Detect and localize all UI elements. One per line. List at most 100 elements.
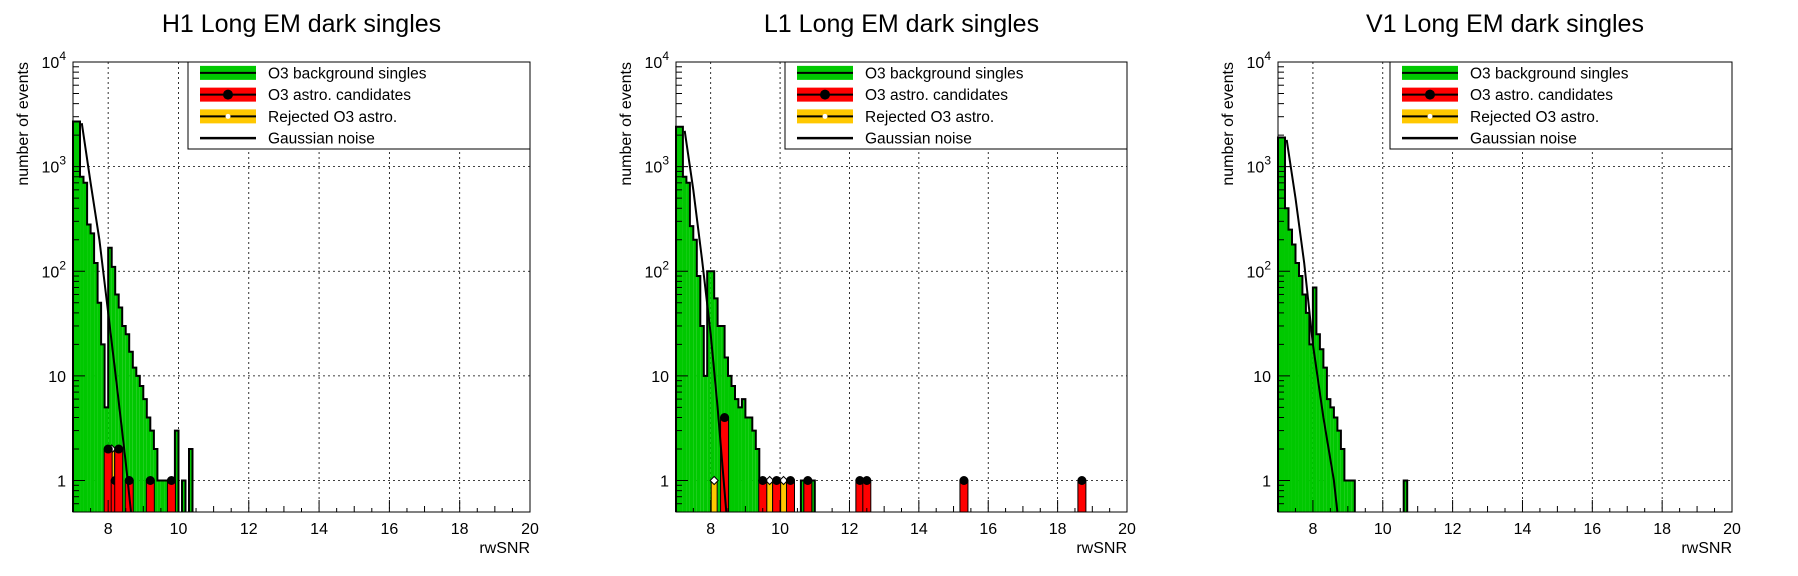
legend-marker-candidates: [1425, 89, 1435, 100]
legend-entry: O3 background singles: [865, 65, 1024, 82]
y-tick-label: 103: [1247, 154, 1272, 177]
background-bin: [714, 298, 718, 512]
y-tick-label: 1: [1262, 474, 1271, 491]
x-tick-label: 20: [521, 521, 539, 538]
background-bin: [1302, 294, 1306, 512]
candidate-bar: [772, 480, 782, 513]
background-bin: [1340, 449, 1345, 512]
rejected-bar: [710, 480, 718, 513]
background-bin: [1305, 312, 1310, 512]
legend-marker-rejected: [822, 113, 828, 119]
background-bin: [111, 266, 116, 512]
x-tick-label: 8: [706, 521, 715, 538]
background-bin: [734, 399, 739, 512]
legend: O3 background singles O3 astro. candidate…: [187, 61, 531, 150]
candidate-marker: [145, 476, 155, 486]
background-bin: [696, 276, 701, 512]
x-tick-label: 12: [240, 521, 258, 538]
candidate-marker: [1077, 476, 1087, 486]
chart-title: L1 Long EM dark singles: [764, 10, 1039, 38]
background-bin: [87, 224, 91, 512]
y-tick-label: 10: [48, 369, 66, 386]
background-bin: [80, 176, 84, 512]
x-tick-label: 14: [910, 521, 928, 538]
background-bin: [686, 182, 690, 512]
background-bin: [1323, 367, 1327, 512]
legend-entry: O3 astro. candidates: [865, 87, 1008, 104]
y-axis-label: number of events: [15, 62, 32, 186]
background-bin: [1347, 480, 1352, 512]
x-tick-label: 14: [1514, 521, 1532, 538]
background-bin: [676, 126, 683, 513]
background-bin: [101, 344, 105, 512]
background-bin: [143, 399, 147, 512]
background-bin: [129, 351, 133, 512]
background-bin: [189, 449, 193, 512]
legend-entry: O3 background singles: [1470, 65, 1629, 82]
background-bin: [710, 271, 715, 512]
candidate-marker: [758, 476, 768, 486]
background-bin: [1333, 417, 1338, 512]
background-bin: [136, 375, 140, 512]
background-bin: [700, 325, 704, 512]
candidate-marker: [862, 476, 872, 486]
background-bin: [738, 407, 742, 512]
background-bin: [174, 430, 179, 512]
x-tick-label: 16: [979, 521, 997, 538]
x-tick-label: 20: [1118, 521, 1136, 538]
y-tick-label: 102: [1247, 258, 1272, 281]
background-bin: [1337, 430, 1341, 512]
candidate-marker: [720, 413, 730, 423]
legend-marker-rejected: [225, 113, 231, 119]
x-tick-label: 20: [1723, 521, 1741, 538]
y-tick-label: 10: [651, 369, 669, 386]
background-bin: [707, 271, 711, 512]
x-tick-label: 18: [1049, 521, 1067, 538]
background-bin: [164, 480, 168, 512]
candidate-bar: [862, 480, 872, 513]
background-bin: [728, 375, 732, 512]
x-tick-label: 18: [1653, 521, 1671, 538]
background-bin: [90, 233, 95, 512]
x-tick-label: 16: [1583, 521, 1601, 538]
candidate-marker: [124, 476, 134, 486]
background-bin: [1316, 334, 1320, 512]
x-tick-label: 12: [841, 521, 859, 538]
x-tick-label: 10: [771, 521, 789, 538]
background-bin: [741, 399, 746, 512]
y-tick-label: 10: [1253, 369, 1271, 386]
gaussian-noise-curve: [683, 130, 728, 513]
background-bin: [181, 480, 186, 512]
x-tick-label: 8: [1308, 521, 1317, 538]
candidate-marker: [103, 444, 113, 454]
background-bin: [745, 417, 749, 512]
background-bin: [811, 480, 815, 512]
x-tick-label: 18: [451, 521, 469, 538]
background-bin: [139, 386, 144, 512]
candidate-bar: [166, 480, 176, 513]
chart-title: H1 Long EM dark singles: [162, 10, 441, 38]
background-bin: [150, 430, 154, 512]
candidate-bar: [145, 480, 155, 513]
x-tick-label: 10: [170, 521, 188, 538]
background-bin: [153, 449, 158, 512]
background-bin: [1288, 229, 1292, 512]
background-bin: [689, 226, 694, 512]
legend-marker-rejected: [1427, 113, 1433, 119]
background-bin: [146, 417, 151, 512]
legend-entry: Rejected O3 astro.: [268, 109, 397, 126]
chart-panel-3: V1 Long EM dark singles 8 10 12 14 16 18 20 1 10 1…: [1220, 10, 1741, 557]
x-axis-label: rwSNR: [1076, 540, 1127, 557]
background-bin: [94, 262, 98, 512]
x-tick-label: 12: [1444, 521, 1462, 538]
legend: O3 background singles O3 astro. candidate…: [784, 61, 1128, 150]
background-bin: [115, 294, 119, 512]
legend-marker-candidates: [820, 89, 830, 100]
y-tick-label: 1: [660, 474, 669, 491]
candidate-bar: [1077, 480, 1087, 513]
candidate-marker: [855, 476, 865, 486]
legend-entry: O3 background singles: [268, 65, 427, 82]
background-bin: [1351, 480, 1355, 512]
candidate-bar: [803, 480, 813, 513]
